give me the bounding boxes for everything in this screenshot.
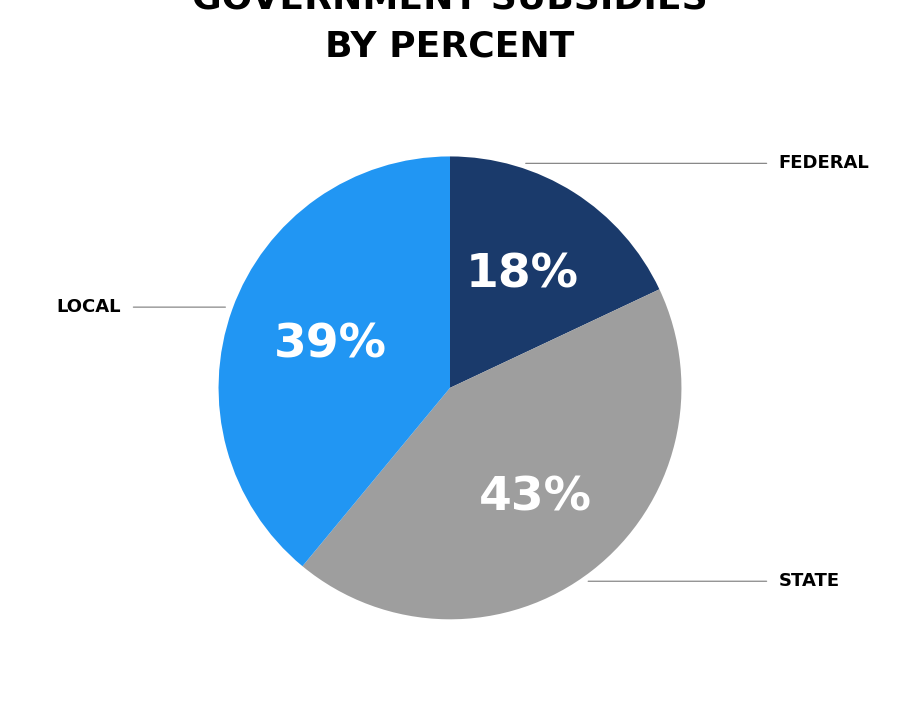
Wedge shape (219, 157, 450, 566)
Text: 39%: 39% (274, 322, 387, 368)
Text: LOCAL: LOCAL (57, 298, 122, 316)
Text: 43%: 43% (479, 475, 591, 520)
Wedge shape (450, 157, 660, 388)
Text: FEDERAL: FEDERAL (778, 154, 869, 173)
Wedge shape (302, 289, 681, 619)
Title: GOVERNMENT SUBSIDIES
BY PERCENT: GOVERNMENT SUBSIDIES BY PERCENT (192, 0, 708, 64)
Text: 18%: 18% (465, 252, 579, 297)
Text: STATE: STATE (778, 572, 840, 590)
